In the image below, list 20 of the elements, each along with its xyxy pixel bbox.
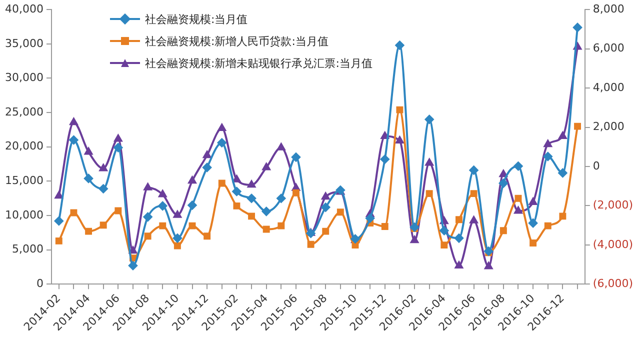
y2-tick-label: 4,000 xyxy=(592,80,624,94)
y-tick-label: 0 xyxy=(36,277,44,290)
legend-label: 社会融资规模:新增人民币贷款:当月值 xyxy=(145,34,328,48)
y-tick-label: 10,000 xyxy=(4,208,44,222)
y2-tick-label: (4,000) xyxy=(592,238,634,251)
y-tick-label: 35,000 xyxy=(4,36,44,50)
y2-tick-label: 8,000 xyxy=(592,2,624,16)
y2-tick-label: (2,000) xyxy=(592,198,634,212)
y-tick-label: 25,000 xyxy=(4,105,44,118)
y2-tick-label: (6,000) xyxy=(592,277,634,290)
legend-label: 社会融资规模:新增未贴现银行承兑汇票:当月值 xyxy=(145,56,372,70)
y2-tick-label: 0 xyxy=(592,159,600,172)
y2-tick-label: 6,000 xyxy=(592,42,624,55)
y-tick-label: 20,000 xyxy=(4,140,44,153)
y-tick-label: 30,000 xyxy=(4,71,44,84)
legend-label: 社会融资规模:当月值 xyxy=(145,12,248,26)
y-tick-label: 40,000 xyxy=(4,2,44,16)
y-tick-label: 5,000 xyxy=(12,242,44,256)
y-tick-label: 15,000 xyxy=(4,174,44,188)
y2-tick-label: 2,000 xyxy=(592,120,624,134)
